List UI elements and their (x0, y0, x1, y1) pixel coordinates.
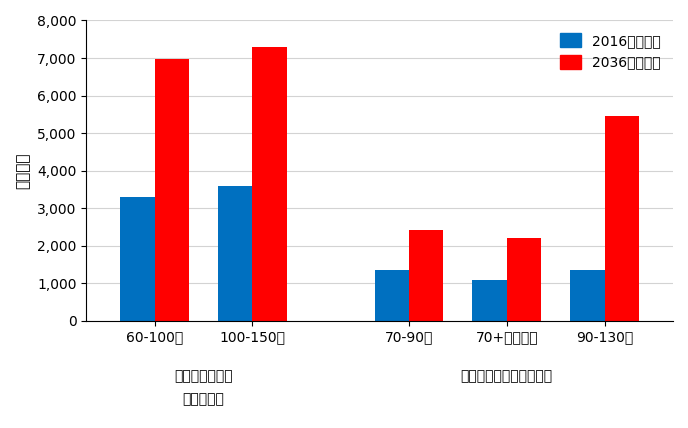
Text: ボンバルディア: ボンバルディア (174, 369, 233, 383)
Bar (473, 280, 507, 321)
Bar (375, 270, 409, 321)
Bar (409, 230, 443, 321)
Legend: 2016（実数）, 2036（予測）: 2016（実数）, 2036（予測） (555, 27, 666, 75)
Y-axis label: 運航機数: 運航機数 (15, 152, 30, 189)
Text: による予測: による予測 (182, 392, 224, 406)
Bar (120, 197, 155, 321)
Bar (252, 47, 287, 321)
Bar (155, 59, 189, 321)
Bar (507, 238, 541, 321)
Bar (218, 186, 252, 321)
Bar (605, 116, 638, 321)
Text: エンブラエルによる予測: エンブラエルによる予測 (461, 369, 552, 383)
Bar (570, 270, 605, 321)
